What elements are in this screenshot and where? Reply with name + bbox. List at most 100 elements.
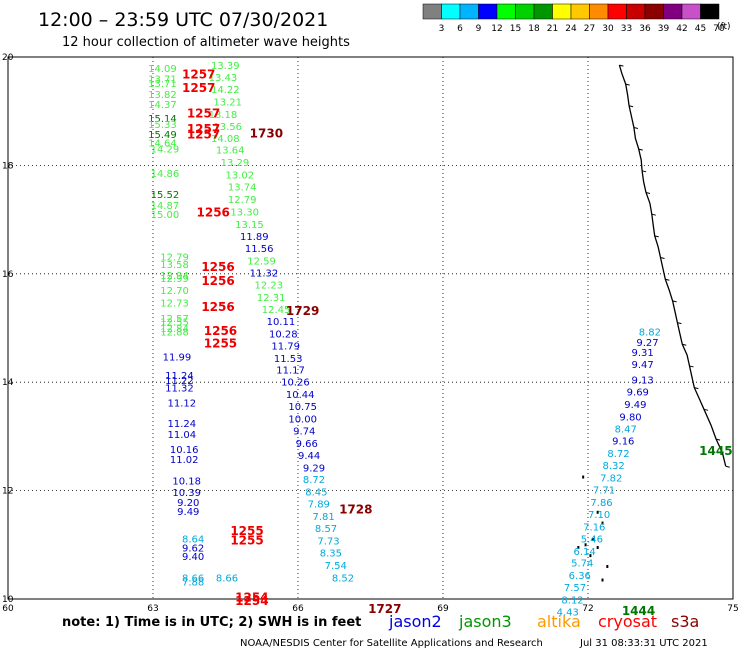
wave-height-label: 8.66 [182,573,204,584]
coastline-detail [665,278,670,281]
wave-height-label: 8.45 [305,488,327,499]
wave-height-label: 8.72 [303,475,325,486]
colorbar-tick-label: 12 [491,24,502,34]
wave-height-label: 12.94 [160,271,189,282]
pass-time-label: 1257 [182,67,215,81]
wave-height-label: 12.88 [160,327,189,338]
wave-height-label: 6.14 [574,547,596,558]
wave-height-label: 10.28 [269,329,298,340]
wave-height-label: 7.82 [600,474,622,485]
coastline-detail [694,387,699,390]
colorbar-tick-label: 18 [528,24,540,34]
colorbar-tick-label: 24 [565,24,577,34]
axis-ticks: 60 63 66 69 72 75 10 12 14 16 18 20 [2,53,739,614]
coastline-detail [725,465,730,468]
x-tick-label: 72 [582,604,593,614]
colorbar-swatch [589,3,609,20]
pass-time-label: 1256 [197,205,230,219]
y-tick-label: 10 [2,595,14,605]
wave-height-label: 10.39 [172,488,201,499]
wave-height-label: 10.75 [288,402,317,413]
colorbar-swatch [681,3,701,20]
wave-height-label: 9.47 [632,360,654,371]
x-tick-label: 75 [727,604,738,614]
wave-height-label: 7.57 [564,583,586,594]
colorbar-swatch [644,3,664,20]
plot-area: 60 63 66 69 72 75 10 12 14 16 18 20 14.09 13.3913.43… [2,53,739,618]
wave-height-label: 7.10 [588,510,610,521]
legend-s3a: s3a [671,612,699,631]
colorbar-swatch [459,3,479,20]
wave-height-label: 9.49 [177,507,199,518]
wave-height-colorbar: 3 6 9 12 15 18 21 24 27 30 33 36 39 42 45 70 [422,3,725,34]
colorbar-tick-label: 36 [639,24,651,34]
wave-height-label: 9.31 [632,348,654,359]
wave-height-label: 9.13 [632,375,654,386]
wave-height-label: 10.44 [286,390,315,401]
wave-height-label: 11.17 [276,366,305,377]
pass-time-label: 1255 [230,533,263,547]
pass-time-label: 1728 [339,502,372,516]
wave-height-label: 13.82 [148,90,177,101]
wave-height-label: 8.47 [615,424,637,435]
wave-height-label: 8.64 [182,534,204,545]
chart-subtitle: 12 hour collection of altimeter wave hei… [62,35,350,50]
wave-height-label: 14.37 [148,100,177,111]
pass-time-label: 1256 [204,324,237,338]
footer-note: note: 1) Time is in UTC; 2) SWH is in fe… [62,615,361,630]
wave-height-label: 9.29 [303,463,325,474]
wave-height-label: 7.88 [182,578,204,589]
wave-height-label: 15.33 [148,120,177,131]
wave-height-label: 13.21 [213,97,242,108]
wave-height-label: 7.54 [325,561,347,572]
colorbar-tick-label: 45 [695,24,706,34]
footer-credit: NOAA/NESDIS Center for Satellite Applica… [240,638,543,649]
colorbar-tick-label: 3 [439,24,445,34]
wave-height-label: 13.39 [211,61,240,72]
wave-height-label: 14.08 [211,134,240,145]
colorbar-tick-label: 42 [676,24,687,34]
pass-time-label: 1729 [286,304,319,318]
colorbar-tick-label: 6 [457,24,463,34]
pass-time-label: 1254 [235,594,268,608]
colorbar-tick-label: 21 [547,24,558,34]
colorbar-swatch [533,3,553,20]
wave-height-label: 9.16 [612,437,634,448]
wave-height-label: 12.79 [160,252,189,263]
wave-height-label: 10.11 [267,317,296,328]
wave-height-label: 9.49 [624,400,646,411]
wave-height-label: 8.12 [561,596,583,607]
wave-height-label: 12.23 [255,281,284,292]
wave-height-label: 13.58 [160,260,189,271]
wave-height-label: 11.32 [250,269,279,280]
wave-height-label: 14.22 [211,85,240,96]
pass-time-label: 1255 [230,524,263,538]
wave-height-label: 7.16 [583,522,605,533]
wave-height-label: 13.43 [209,73,238,84]
coastline-detail [638,148,643,151]
footer-timestamp: Jul 31 08:33:31 UTC 2021 [579,638,708,649]
wave-height-label: 10.26 [281,378,310,389]
wave-height-label: 11.53 [274,354,303,365]
island-mark [582,475,585,479]
coastline-detail [619,64,624,67]
wave-height-label: 15.14 [148,114,177,125]
wave-height-label: 9.44 [298,451,320,462]
island-mark [596,546,599,550]
wave-height-label: 11.32 [165,384,194,395]
wave-height-label: 13.02 [226,171,255,182]
wave-height-label: 9.69 [627,387,649,398]
coastline-detail [628,105,634,108]
pass-time-label: 1730 [250,126,283,140]
satellite-legend: jason2 jason3 altika cryosat s3a [388,612,699,631]
wave-height-label: 9.80 [619,412,641,423]
chart-title: 12:00 – 23:59 UTC 07/30/2021 [38,9,328,31]
coastline-detail [682,343,687,346]
legend-altika: altika [537,612,581,631]
coastline-detail [625,83,630,86]
legend-cryosat: cryosat [598,612,657,631]
wave-height-label: 9.66 [296,439,318,450]
gridlines [8,57,733,599]
